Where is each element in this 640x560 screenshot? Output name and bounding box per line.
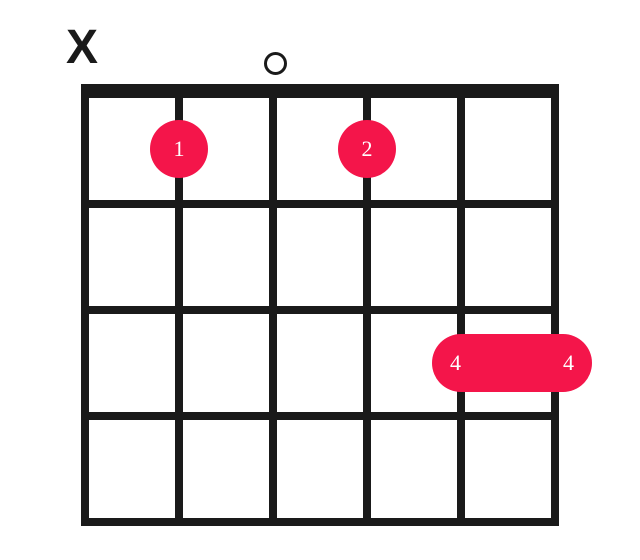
barre-label-right: 4 (563, 350, 574, 376)
chord-diagram: X 1 2 4 4 (0, 0, 640, 560)
barre-label-left: 4 (450, 350, 461, 376)
fret-line-4 (81, 518, 559, 526)
finger-dot-2-label: 2 (362, 136, 373, 162)
nut (81, 84, 559, 98)
fret-line-3 (81, 412, 559, 420)
finger-dot-1: 1 (150, 120, 208, 178)
string-line-4 (457, 84, 465, 526)
fret-line-1 (81, 200, 559, 208)
finger-dot-1-label: 1 (174, 136, 185, 162)
string-line-5 (551, 84, 559, 526)
string-line-2 (269, 84, 277, 526)
string-line-0 (81, 84, 89, 526)
mute-mark-string-0: X (66, 20, 98, 75)
open-mark-string-2 (264, 52, 287, 75)
fret-line-2 (81, 306, 559, 314)
finger-dot-2: 2 (338, 120, 396, 178)
barre-fret-3: 4 4 (432, 334, 592, 392)
